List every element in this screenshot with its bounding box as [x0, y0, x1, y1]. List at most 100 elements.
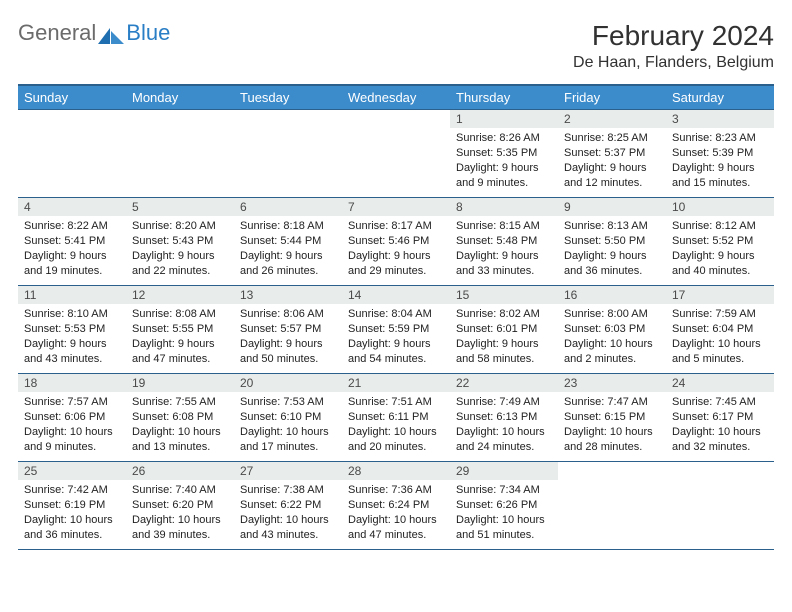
calendar-day-cell: 8Sunrise: 8:15 AMSunset: 5:48 PMDaylight… [450, 198, 558, 286]
day-line: and 9 minutes. [24, 440, 120, 455]
day-line: Sunset: 6:19 PM [24, 498, 120, 513]
calendar-day-cell: 10Sunrise: 8:12 AMSunset: 5:52 PMDayligh… [666, 198, 774, 286]
day-details: Sunrise: 8:10 AMSunset: 5:53 PMDaylight:… [18, 304, 126, 369]
day-line: Sunrise: 8:15 AM [456, 219, 552, 234]
calendar-day-cell [126, 110, 234, 198]
day-line: Daylight: 9 hours [672, 161, 768, 176]
day-line: Sunrise: 7:53 AM [240, 395, 336, 410]
day-line: and 15 minutes. [672, 176, 768, 191]
calendar-day-cell: 21Sunrise: 7:51 AMSunset: 6:11 PMDayligh… [342, 374, 450, 462]
day-number: 4 [18, 198, 126, 216]
day-line: Sunset: 5:44 PM [240, 234, 336, 249]
calendar-day-cell: 16Sunrise: 8:00 AMSunset: 6:03 PMDayligh… [558, 286, 666, 374]
day-line: and 22 minutes. [132, 264, 228, 279]
calendar-day-cell: 24Sunrise: 7:45 AMSunset: 6:17 PMDayligh… [666, 374, 774, 462]
day-line: Sunset: 5:39 PM [672, 146, 768, 161]
day-line: and 24 minutes. [456, 440, 552, 455]
weekday-header: Wednesday [342, 85, 450, 110]
day-details: Sunrise: 7:51 AMSunset: 6:11 PMDaylight:… [342, 392, 450, 457]
day-line: Sunset: 5:35 PM [456, 146, 552, 161]
day-line: and 9 minutes. [456, 176, 552, 191]
day-details: Sunrise: 8:02 AMSunset: 6:01 PMDaylight:… [450, 304, 558, 369]
day-line: Daylight: 9 hours [564, 249, 660, 264]
day-line: Daylight: 10 hours [564, 337, 660, 352]
day-details: Sunrise: 7:45 AMSunset: 6:17 PMDaylight:… [666, 392, 774, 457]
day-details: Sunrise: 7:42 AMSunset: 6:19 PMDaylight:… [18, 480, 126, 545]
day-details: Sunrise: 7:40 AMSunset: 6:20 PMDaylight:… [126, 480, 234, 545]
day-number: 3 [666, 110, 774, 128]
day-line: Sunrise: 8:13 AM [564, 219, 660, 234]
calendar-day-cell: 6Sunrise: 8:18 AMSunset: 5:44 PMDaylight… [234, 198, 342, 286]
day-line: Sunset: 5:52 PM [672, 234, 768, 249]
day-line: Sunset: 6:20 PM [132, 498, 228, 513]
day-details: Sunrise: 8:00 AMSunset: 6:03 PMDaylight:… [558, 304, 666, 369]
header: General Blue February 2024 De Haan, Flan… [18, 20, 774, 72]
day-line: Daylight: 10 hours [348, 425, 444, 440]
day-line: Sunset: 5:46 PM [348, 234, 444, 249]
day-line: and 36 minutes. [564, 264, 660, 279]
day-line: Sunset: 6:01 PM [456, 322, 552, 337]
calendar-day-cell [666, 462, 774, 550]
weekday-header: Saturday [666, 85, 774, 110]
day-number: 28 [342, 462, 450, 480]
calendar-day-cell: 15Sunrise: 8:02 AMSunset: 6:01 PMDayligh… [450, 286, 558, 374]
day-number: 1 [450, 110, 558, 128]
day-line: Sunrise: 8:20 AM [132, 219, 228, 234]
day-line: Sunrise: 8:22 AM [24, 219, 120, 234]
day-line: Sunrise: 7:42 AM [24, 483, 120, 498]
weekday-header: Sunday [18, 85, 126, 110]
day-line: Daylight: 9 hours [456, 249, 552, 264]
day-line: Daylight: 9 hours [348, 337, 444, 352]
day-line: Sunset: 5:37 PM [564, 146, 660, 161]
calendar-day-cell: 3Sunrise: 8:23 AMSunset: 5:39 PMDaylight… [666, 110, 774, 198]
calendar-day-cell: 27Sunrise: 7:38 AMSunset: 6:22 PMDayligh… [234, 462, 342, 550]
day-number: 14 [342, 286, 450, 304]
day-line: and 36 minutes. [24, 528, 120, 543]
day-line: and 33 minutes. [456, 264, 552, 279]
day-line: and 13 minutes. [132, 440, 228, 455]
day-line: Daylight: 9 hours [240, 337, 336, 352]
weekday-header: Tuesday [234, 85, 342, 110]
day-line: Sunrise: 7:38 AM [240, 483, 336, 498]
day-number: 18 [18, 374, 126, 392]
day-line: Sunset: 6:10 PM [240, 410, 336, 425]
day-number: 12 [126, 286, 234, 304]
day-details: Sunrise: 8:18 AMSunset: 5:44 PMDaylight:… [234, 216, 342, 281]
day-number: 13 [234, 286, 342, 304]
day-line: and 2 minutes. [564, 352, 660, 367]
day-details: Sunrise: 8:06 AMSunset: 5:57 PMDaylight:… [234, 304, 342, 369]
weekday-header: Friday [558, 85, 666, 110]
day-line: Daylight: 10 hours [24, 425, 120, 440]
day-number: 9 [558, 198, 666, 216]
day-number: 8 [450, 198, 558, 216]
day-line: Sunrise: 7:57 AM [24, 395, 120, 410]
day-line: and 17 minutes. [240, 440, 336, 455]
calendar-day-cell: 26Sunrise: 7:40 AMSunset: 6:20 PMDayligh… [126, 462, 234, 550]
day-line: and 32 minutes. [672, 440, 768, 455]
day-details: Sunrise: 7:57 AMSunset: 6:06 PMDaylight:… [18, 392, 126, 457]
day-details: Sunrise: 8:25 AMSunset: 5:37 PMDaylight:… [558, 128, 666, 193]
calendar-week-row: 25Sunrise: 7:42 AMSunset: 6:19 PMDayligh… [18, 462, 774, 550]
day-line: Sunrise: 8:17 AM [348, 219, 444, 234]
day-line: Daylight: 10 hours [672, 425, 768, 440]
calendar-day-cell: 19Sunrise: 7:55 AMSunset: 6:08 PMDayligh… [126, 374, 234, 462]
day-details: Sunrise: 8:04 AMSunset: 5:59 PMDaylight:… [342, 304, 450, 369]
day-line: Sunset: 6:04 PM [672, 322, 768, 337]
day-line: Sunrise: 8:26 AM [456, 131, 552, 146]
day-line: Sunrise: 7:40 AM [132, 483, 228, 498]
day-number: 10 [666, 198, 774, 216]
location: De Haan, Flanders, Belgium [573, 54, 774, 72]
day-line: Daylight: 10 hours [564, 425, 660, 440]
calendar-day-cell: 5Sunrise: 8:20 AMSunset: 5:43 PMDaylight… [126, 198, 234, 286]
day-number: 17 [666, 286, 774, 304]
day-number: 6 [234, 198, 342, 216]
day-line: Sunset: 6:24 PM [348, 498, 444, 513]
day-number: 25 [18, 462, 126, 480]
day-line: Sunrise: 8:06 AM [240, 307, 336, 322]
day-details: Sunrise: 8:08 AMSunset: 5:55 PMDaylight:… [126, 304, 234, 369]
calendar-day-cell [342, 110, 450, 198]
day-number: 23 [558, 374, 666, 392]
calendar-day-cell: 25Sunrise: 7:42 AMSunset: 6:19 PMDayligh… [18, 462, 126, 550]
day-line: Sunrise: 8:04 AM [348, 307, 444, 322]
day-number: 26 [126, 462, 234, 480]
